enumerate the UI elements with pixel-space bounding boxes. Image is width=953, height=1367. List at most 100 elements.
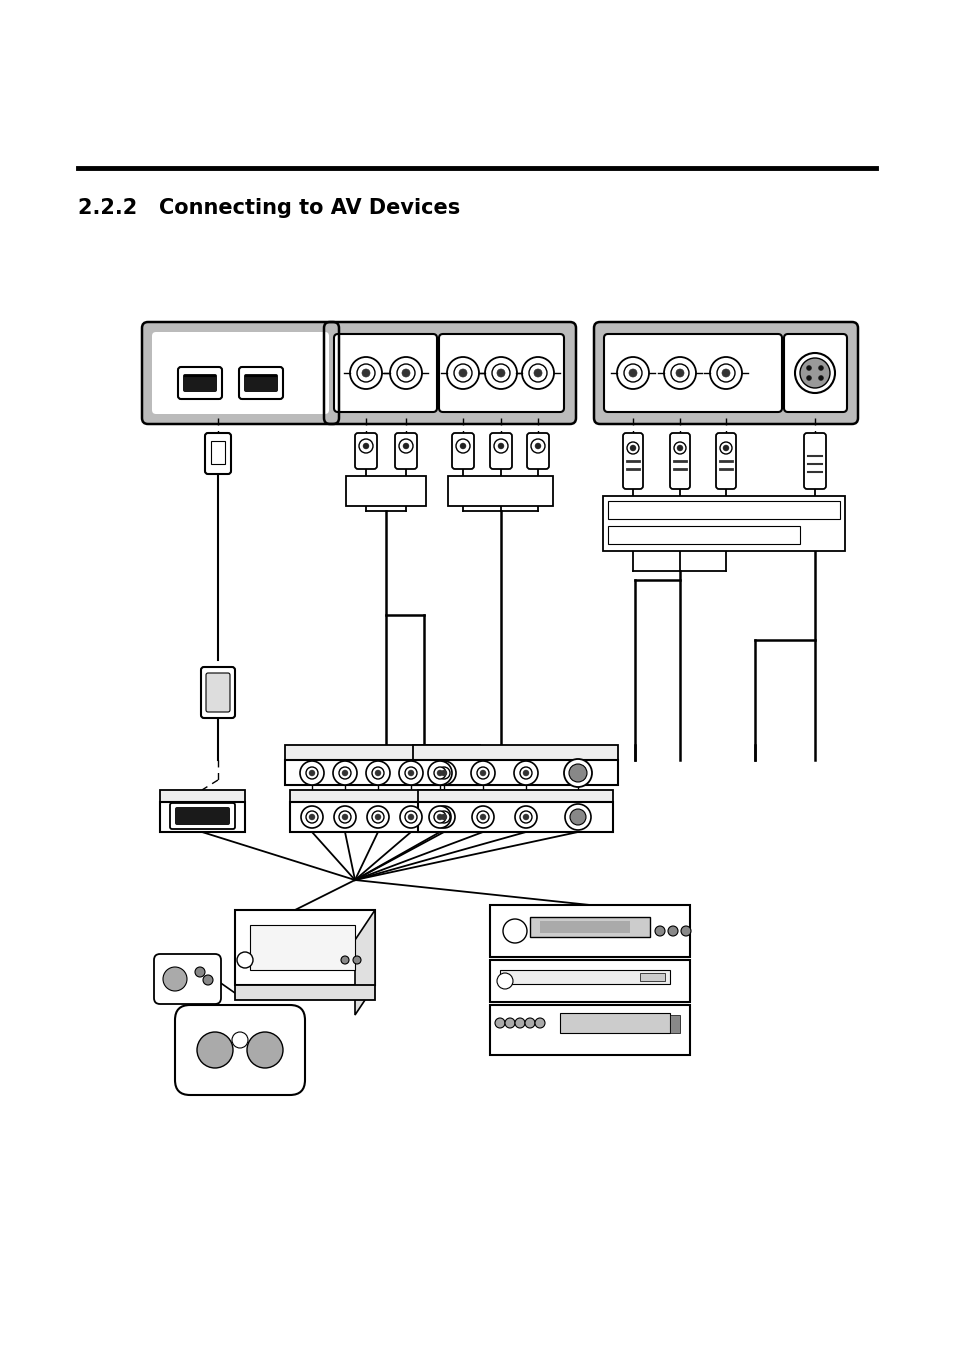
FancyBboxPatch shape xyxy=(438,334,563,411)
FancyBboxPatch shape xyxy=(490,433,512,469)
Circle shape xyxy=(818,365,822,370)
Circle shape xyxy=(521,357,554,390)
FancyBboxPatch shape xyxy=(803,433,825,489)
Bar xyxy=(490,905,689,957)
Bar xyxy=(602,496,844,551)
FancyBboxPatch shape xyxy=(395,433,416,469)
Circle shape xyxy=(667,925,678,936)
Circle shape xyxy=(434,767,446,779)
Circle shape xyxy=(338,767,351,779)
Circle shape xyxy=(514,761,537,785)
FancyBboxPatch shape xyxy=(152,332,329,414)
Bar xyxy=(559,1013,669,1033)
Circle shape xyxy=(398,439,413,452)
Circle shape xyxy=(440,770,447,776)
Bar xyxy=(285,745,479,760)
Circle shape xyxy=(529,364,546,381)
Circle shape xyxy=(401,369,410,377)
Bar xyxy=(607,500,840,519)
Polygon shape xyxy=(355,910,375,1016)
Circle shape xyxy=(405,811,416,823)
Circle shape xyxy=(353,956,360,964)
Circle shape xyxy=(306,811,317,823)
Circle shape xyxy=(356,364,375,381)
Bar xyxy=(285,760,479,785)
Bar xyxy=(539,921,629,934)
Circle shape xyxy=(340,956,349,964)
Circle shape xyxy=(629,446,636,451)
Circle shape xyxy=(794,353,834,392)
Circle shape xyxy=(194,966,205,977)
Circle shape xyxy=(341,813,348,820)
Circle shape xyxy=(358,439,373,452)
Bar xyxy=(160,790,245,802)
Circle shape xyxy=(437,767,450,779)
Circle shape xyxy=(677,446,682,451)
Circle shape xyxy=(471,761,495,785)
FancyBboxPatch shape xyxy=(669,433,689,489)
Circle shape xyxy=(663,357,696,390)
FancyBboxPatch shape xyxy=(603,334,781,411)
Circle shape xyxy=(247,1032,283,1068)
Circle shape xyxy=(492,364,510,381)
FancyBboxPatch shape xyxy=(622,433,642,489)
Circle shape xyxy=(447,357,478,390)
FancyBboxPatch shape xyxy=(716,433,735,489)
Circle shape xyxy=(479,770,485,776)
Bar xyxy=(234,986,375,1001)
Circle shape xyxy=(504,1018,515,1028)
Circle shape xyxy=(535,1018,544,1028)
Circle shape xyxy=(676,369,683,377)
Circle shape xyxy=(309,770,314,776)
Circle shape xyxy=(721,369,729,377)
Circle shape xyxy=(372,767,384,779)
Circle shape xyxy=(515,1018,524,1028)
Circle shape xyxy=(366,761,390,785)
Circle shape xyxy=(497,369,504,377)
Circle shape xyxy=(196,1032,233,1068)
FancyBboxPatch shape xyxy=(174,807,230,826)
Circle shape xyxy=(309,813,314,820)
Circle shape xyxy=(341,770,348,776)
Circle shape xyxy=(522,770,529,776)
Circle shape xyxy=(405,767,416,779)
Bar xyxy=(250,925,355,971)
Circle shape xyxy=(717,364,734,381)
Circle shape xyxy=(502,919,526,943)
Circle shape xyxy=(375,770,380,776)
Circle shape xyxy=(367,807,389,828)
Bar xyxy=(530,917,649,936)
Bar xyxy=(290,790,475,802)
Circle shape xyxy=(232,1032,248,1048)
FancyBboxPatch shape xyxy=(153,954,221,1003)
Circle shape xyxy=(535,443,540,448)
Circle shape xyxy=(436,770,442,776)
Circle shape xyxy=(306,767,317,779)
Circle shape xyxy=(390,357,421,390)
FancyBboxPatch shape xyxy=(170,802,234,828)
Circle shape xyxy=(617,357,648,390)
Circle shape xyxy=(722,446,728,451)
Circle shape xyxy=(432,761,456,785)
Circle shape xyxy=(519,767,532,779)
FancyBboxPatch shape xyxy=(142,323,338,424)
FancyBboxPatch shape xyxy=(174,1005,305,1095)
Circle shape xyxy=(399,807,421,828)
Circle shape xyxy=(436,813,442,820)
Circle shape xyxy=(623,364,641,381)
Circle shape xyxy=(361,369,370,377)
FancyBboxPatch shape xyxy=(201,667,234,718)
Circle shape xyxy=(524,1018,535,1028)
Circle shape xyxy=(670,364,688,381)
Circle shape xyxy=(472,807,494,828)
Circle shape xyxy=(456,439,470,452)
Bar xyxy=(413,745,618,760)
Circle shape xyxy=(301,807,323,828)
FancyBboxPatch shape xyxy=(178,366,222,399)
Text: 2.2.2   Connecting to AV Devices: 2.2.2 Connecting to AV Devices xyxy=(78,198,460,219)
Circle shape xyxy=(680,925,690,936)
Circle shape xyxy=(333,761,356,785)
Circle shape xyxy=(673,442,685,454)
FancyBboxPatch shape xyxy=(355,433,376,469)
Circle shape xyxy=(375,813,380,820)
